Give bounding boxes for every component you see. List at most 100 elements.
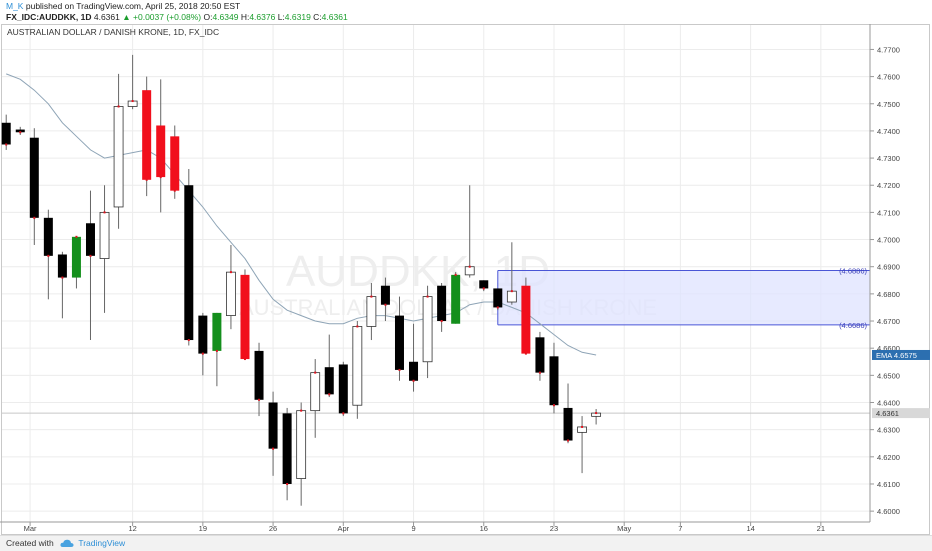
- change-arrow: ▲: [122, 12, 131, 22]
- close-dot: [384, 303, 387, 306]
- x-tick-label: 7: [678, 524, 682, 533]
- ema-price-tag: [872, 349, 930, 360]
- candle-body: [282, 413, 292, 484]
- candle-body: [1, 122, 11, 145]
- close-dot: [131, 100, 134, 103]
- high-label: H:: [240, 12, 250, 22]
- close-dot: [426, 295, 429, 298]
- candle-body: [57, 254, 67, 278]
- candle-body: [296, 410, 307, 479]
- close-dot: [47, 254, 50, 257]
- zone-top-label: (4.6886): [839, 267, 867, 276]
- candle-body: [409, 361, 419, 381]
- candle-body: [451, 274, 461, 324]
- close-value: 4.6361: [321, 12, 348, 22]
- open-value: 4.6349: [212, 12, 239, 22]
- y-tick-label: 4.6400: [877, 399, 900, 408]
- publisher-line: M_K published on TradingView.com, April …: [6, 1, 240, 11]
- chart-title: AUSTRALIAN DOLLAR / DANISH KRONE, 1D, FX…: [7, 27, 219, 37]
- close-dot: [342, 412, 345, 415]
- close-dot: [33, 216, 36, 219]
- candle-body: [113, 106, 124, 208]
- close-dot: [117, 105, 120, 108]
- x-tick-label: 21: [817, 524, 825, 533]
- y-tick-label: 4.6000: [877, 507, 900, 516]
- candles: [1, 54, 602, 506]
- low-value: 4.6319: [284, 12, 311, 22]
- y-tick-label: 4.7500: [877, 100, 900, 109]
- close-dot: [19, 131, 22, 134]
- change-value: +0.0037 (+0.08%): [133, 12, 202, 22]
- candle-body: [268, 402, 278, 449]
- y-tick-label: 4.6600: [877, 344, 900, 353]
- y-tick-label: 4.7000: [877, 236, 900, 245]
- close-dot: [159, 176, 162, 179]
- candle-body: [170, 136, 180, 191]
- y-tick-label: 4.6500: [877, 371, 900, 380]
- footer: Created with TradingView: [0, 535, 932, 551]
- candle-body: [366, 296, 377, 327]
- y-tick-label: 4.7700: [877, 45, 900, 54]
- candle-body: [352, 326, 363, 406]
- chart-pane[interactable]: [1, 24, 930, 535]
- candle-body: [437, 285, 447, 322]
- x-tick-label: Apr: [337, 524, 349, 533]
- candle-body: [29, 137, 39, 218]
- candle-body: [464, 266, 475, 276]
- close-dot: [75, 235, 78, 238]
- chart-header: M_K published on TradingView.com, April …: [0, 0, 932, 24]
- publisher-user-link[interactable]: M_K: [6, 1, 24, 11]
- published-text: published on TradingView.com, April 25, …: [25, 1, 241, 11]
- close-dot: [328, 393, 331, 396]
- close-dot: [201, 352, 204, 355]
- close-dot: [468, 265, 471, 268]
- candle-body: [493, 288, 503, 308]
- zone-fill: [497, 270, 870, 325]
- rectangle-zone[interactable]: (4.6886) (4.6686): [497, 267, 870, 330]
- tradingview-brand-link[interactable]: TradingView: [78, 538, 126, 548]
- ema-tag-text: EMA 4.6575: [876, 351, 917, 360]
- candle-body: [156, 125, 166, 178]
- candle-body: [338, 364, 348, 414]
- zone-bottom-label: (4.6686): [839, 321, 867, 330]
- candle-body: [198, 315, 208, 354]
- candle-body: [85, 223, 95, 256]
- close-dot: [496, 306, 499, 309]
- grid: [2, 25, 870, 522]
- close-dot: [173, 189, 176, 192]
- close-dot: [538, 371, 541, 374]
- y-tick-label: 4.7300: [877, 154, 900, 163]
- close-dot: [103, 211, 106, 214]
- x-tick-label: 16: [480, 524, 488, 533]
- candle-body: [240, 274, 250, 360]
- y-tick-label: 4.6900: [877, 263, 900, 272]
- close-dot: [314, 371, 317, 374]
- created-with-label: Created with: [6, 538, 54, 548]
- candlestick-chart[interactable]: AUDDKK, 1D AUSTRALIAN DOLLAR / DANISH KR…: [0, 24, 932, 535]
- x-tick-label: 9: [411, 524, 415, 533]
- candle-body: [535, 337, 545, 373]
- y-tick-label: 4.7400: [877, 127, 900, 136]
- x-tick-label: 26: [269, 524, 277, 533]
- y-tick-label: 4.7600: [877, 73, 900, 82]
- x-tick-label: 23: [550, 524, 558, 533]
- candle-body: [324, 367, 334, 395]
- x-tick-label: 12: [128, 524, 136, 533]
- open-label: O:: [203, 12, 213, 22]
- candle-body: [184, 185, 194, 341]
- close-dot: [258, 398, 261, 401]
- close-dot: [552, 404, 555, 407]
- candle-body: [506, 290, 517, 303]
- close-dot: [286, 482, 289, 485]
- y-tick-label: 4.6100: [877, 480, 900, 489]
- close-dot: [356, 325, 359, 328]
- close-dot: [89, 254, 92, 257]
- candle-body: [479, 280, 489, 289]
- candle-body: [43, 217, 53, 256]
- close-dot: [5, 143, 8, 146]
- candle-body: [310, 372, 321, 412]
- close-dot: [482, 287, 485, 290]
- close-dot: [398, 368, 401, 371]
- y-tick-label: 4.6300: [877, 426, 900, 435]
- close-dot: [567, 439, 570, 442]
